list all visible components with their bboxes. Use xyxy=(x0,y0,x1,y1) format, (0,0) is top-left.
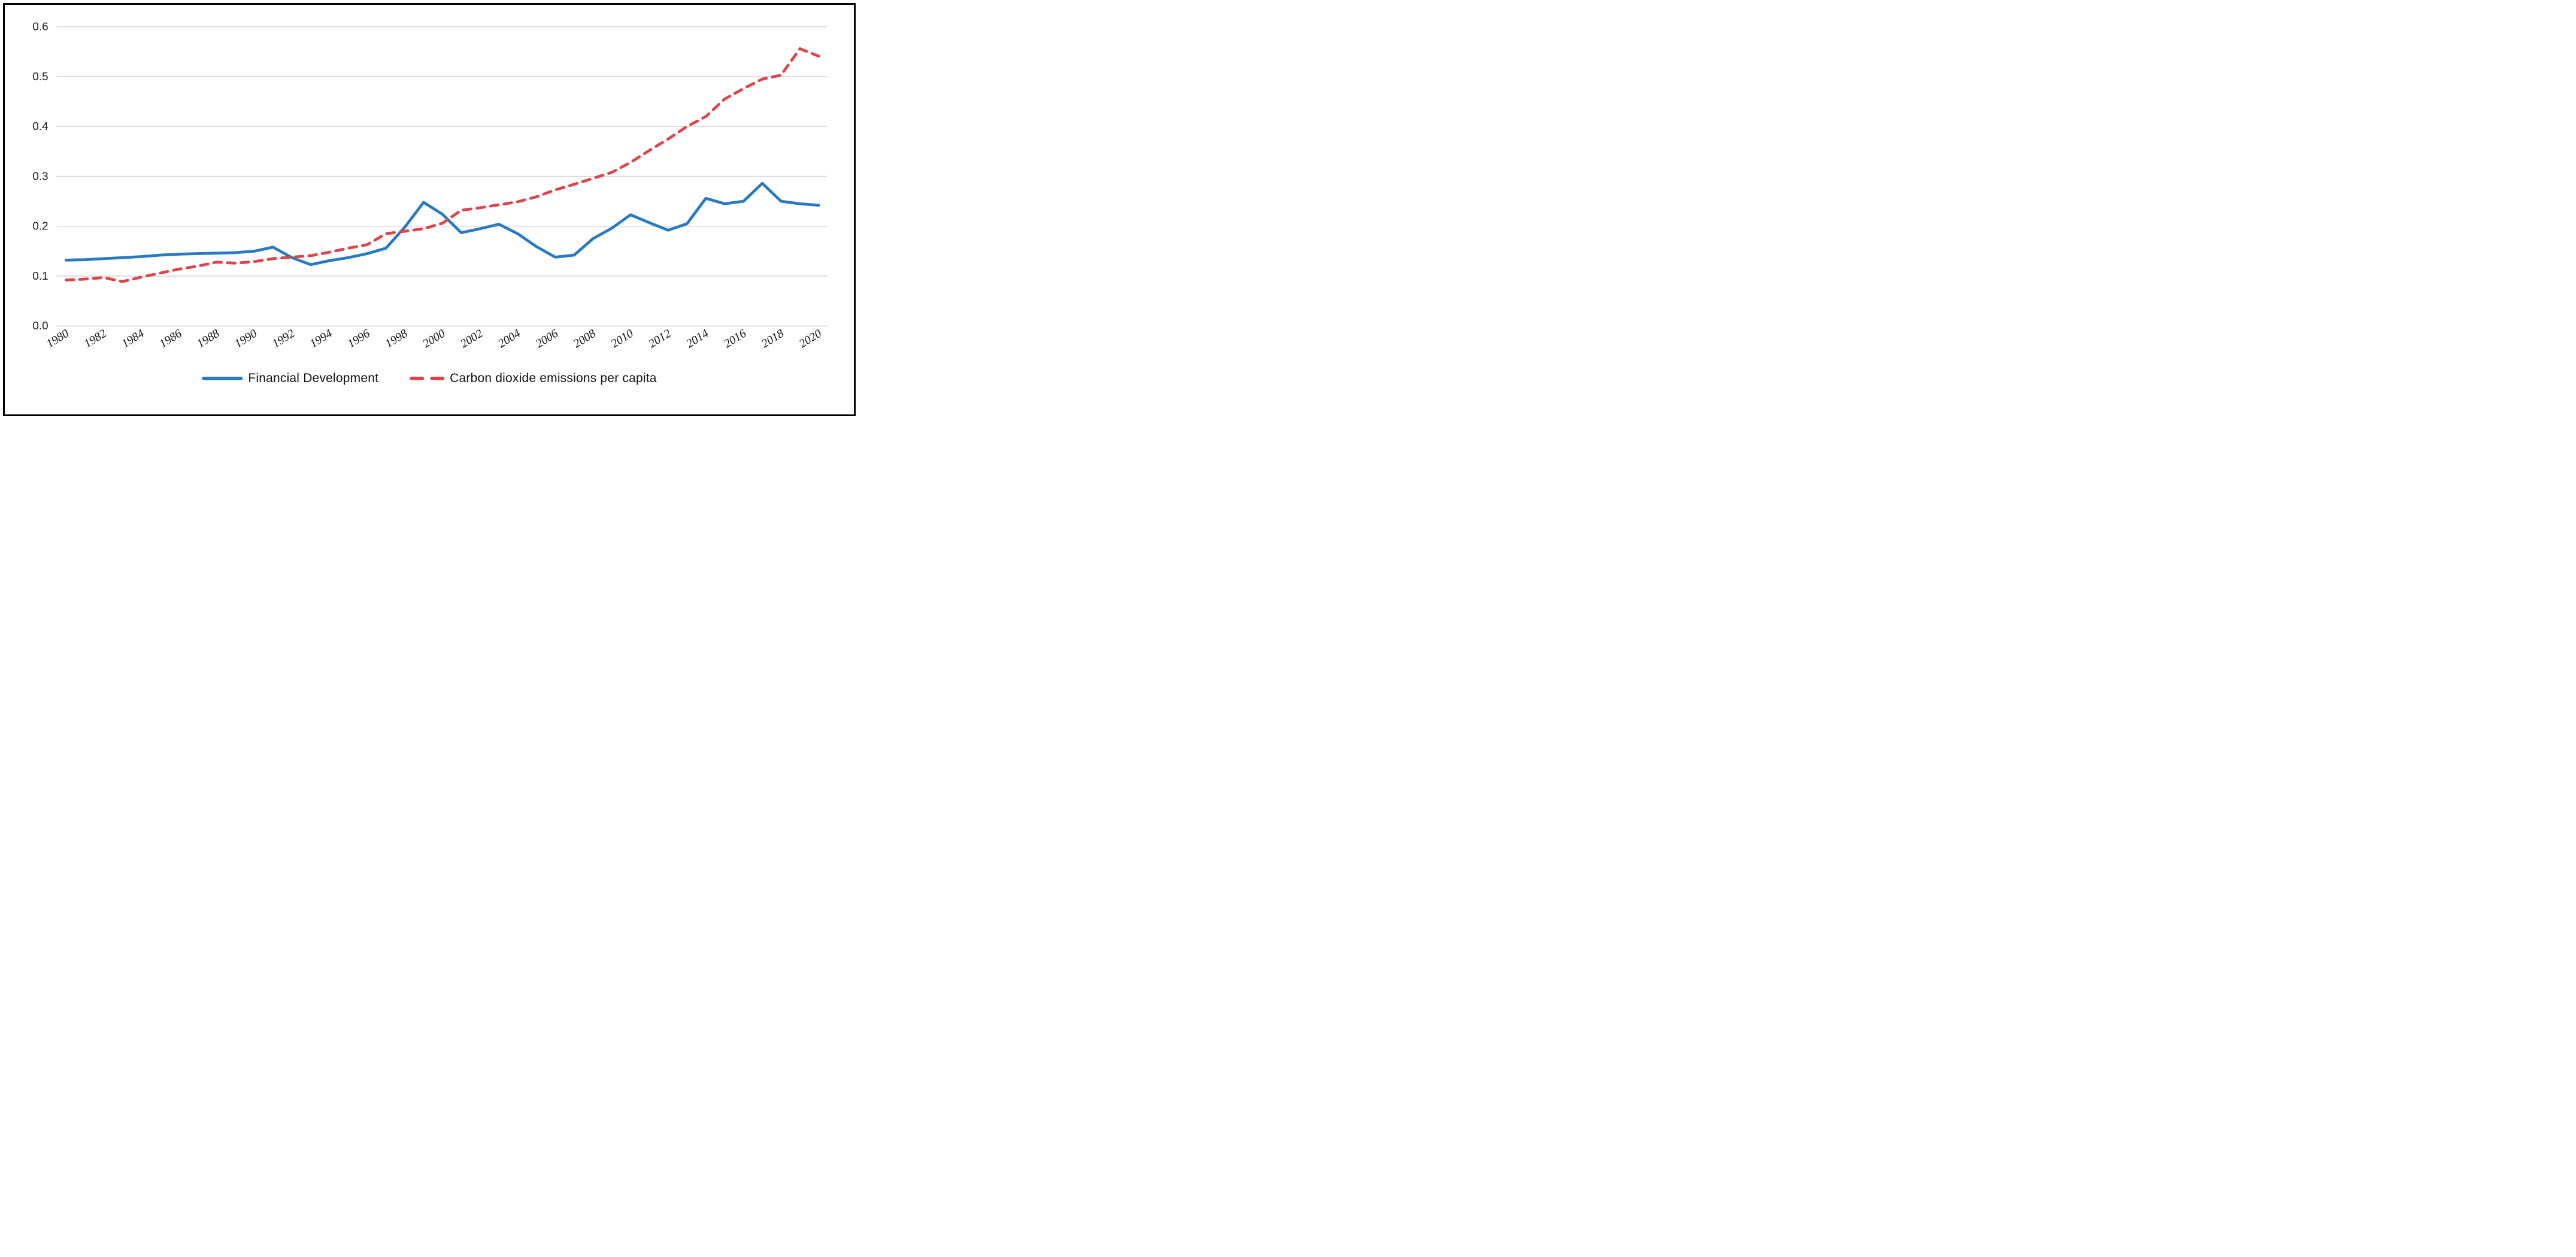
y-axis-tick-labels: 0.0 0.1 0.2 0.3 0.4 0.5 0.6 xyxy=(32,20,48,332)
x-axis-tick-label: 2020 xyxy=(797,327,824,351)
x-axis-tick-label: 2010 xyxy=(608,327,635,351)
chart-frame: 0.0 0.1 0.2 0.3 0.4 0.5 0.6 1980 1982 1984 1986 19… xyxy=(3,3,856,416)
x-axis-tick-label: 1990 xyxy=(232,327,259,351)
legend-item-financial-development: Financial Development xyxy=(202,371,378,386)
legend-label: Financial Development xyxy=(248,371,379,385)
y-axis-tick-label: 0.4 xyxy=(32,120,48,132)
y-axis-tick-label: 0.0 xyxy=(32,319,48,332)
solid-line-swatch-icon xyxy=(202,377,243,380)
legend: Financial Development Carbon dioxide emi… xyxy=(202,371,656,386)
x-axis-tick-label: 1986 xyxy=(157,327,184,351)
x-axis-tick-label: 1996 xyxy=(345,327,372,351)
x-axis-tick-label: 2018 xyxy=(759,327,786,351)
y-axis-tick-label: 0.1 xyxy=(32,269,48,282)
x-axis-tick-label: 2008 xyxy=(571,327,598,351)
line-chart: 0.00.10.20.30.40.50.6 1980 1982 1984 1986 19… xyxy=(32,20,828,351)
x-axis-tick-label: 1982 xyxy=(82,327,109,351)
co2-emissions-line xyxy=(64,47,820,283)
legend-label: Carbon dioxide emissions per capita xyxy=(450,371,657,385)
x-axis-tick-label: 2006 xyxy=(534,327,560,351)
x-axis-tick-label: 2016 xyxy=(722,327,748,351)
x-axis-tick-label: 1992 xyxy=(270,327,297,351)
x-axis-tick-label: 1998 xyxy=(383,327,410,351)
x-axis-tick-label: 2002 xyxy=(458,327,485,351)
x-axis-tick-label: 1984 xyxy=(119,327,146,351)
data-series-lines xyxy=(64,47,820,283)
x-axis-tick-label: 2004 xyxy=(496,327,523,351)
x-axis-tick-label: 2014 xyxy=(684,327,711,351)
financial-development-line xyxy=(64,181,820,266)
x-axis-tick-label: 2012 xyxy=(646,327,673,351)
legend-item-co2-emissions: Carbon dioxide emissions per capita xyxy=(410,371,657,386)
y-axis-tick-label: 0.2 xyxy=(32,220,48,232)
dashed-line-swatch-icon xyxy=(410,377,445,380)
y-axis-tick-label: 0.6 xyxy=(32,20,48,33)
x-axis-tick-labels: 1980 1982 1984 1986 1988 1990 1992 1994 1996 1998… xyxy=(44,327,824,351)
x-axis-tick-label: 2000 xyxy=(420,327,447,351)
x-axis-tick-label: 1988 xyxy=(195,327,222,351)
gridlines xyxy=(56,26,828,327)
x-axis-tick-label: 1994 xyxy=(308,327,335,351)
y-axis-tick-label: 0.3 xyxy=(32,169,48,182)
y-axis-tick-label: 0.5 xyxy=(32,70,48,83)
